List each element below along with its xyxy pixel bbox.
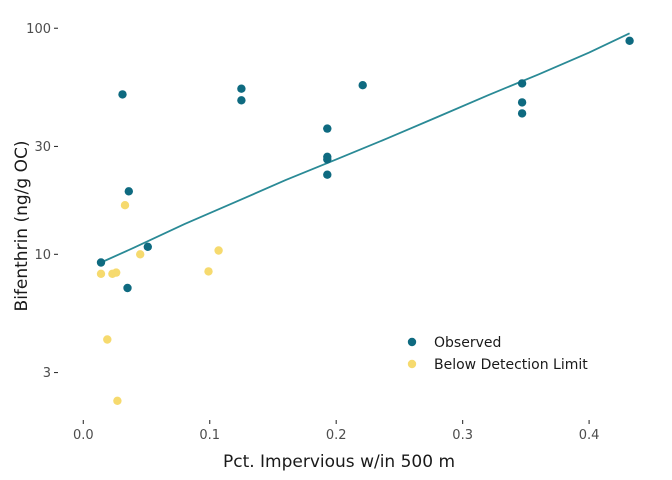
point-observed [143, 242, 152, 251]
x-axis: 0.0 0.1 0.2 0.3 0.4 [73, 420, 599, 443]
point-observed [358, 81, 367, 90]
point-observed [237, 96, 246, 105]
point-below-detection-limit [120, 201, 130, 210]
legend-label-below-detection-limit: Below Detection Limit [434, 357, 588, 373]
point-observed [237, 84, 246, 93]
point-below-detection-limit [96, 269, 106, 278]
point-below-detection-limit [214, 246, 223, 255]
y-tick-label: 10 [34, 248, 51, 263]
x-tick-label: 0.1 [199, 428, 220, 443]
trend-line [100, 32, 630, 264]
y-tick-label: 3 [43, 366, 51, 381]
point-observed [323, 155, 332, 164]
x-tick-label: 0.0 [73, 428, 94, 443]
legend: Observed Below Detection Limit [407, 335, 588, 373]
point-observed [323, 124, 332, 133]
point-below-detection-limit [113, 396, 122, 405]
point-observed [118, 90, 127, 99]
y-tick-label: 30 [34, 140, 51, 155]
point-observed [323, 170, 332, 179]
point-observed [625, 36, 634, 45]
x-tick-label: 0.2 [326, 428, 347, 443]
points-layer [96, 36, 634, 405]
point-observed [123, 283, 132, 293]
point-observed [517, 98, 527, 107]
point-below-detection-limit [204, 267, 213, 276]
point-observed [517, 109, 527, 118]
y-tick-label: 100 [26, 22, 51, 37]
point-observed [96, 258, 106, 267]
legend-label-observed: Observed [434, 335, 501, 351]
x-tick-label: 0.3 [452, 428, 473, 443]
legend-marker-observed [407, 337, 417, 347]
point-below-detection-limit [112, 268, 121, 277]
y-axis-title: Bifenthrin (ng/g OC) [12, 141, 32, 312]
trend-line-layer [100, 32, 630, 264]
x-axis-title: Pct. Impervious w/in 500 m [223, 452, 455, 472]
point-observed [124, 187, 133, 196]
y-axis: 3 10 30 100 [26, 22, 58, 381]
legend-marker-below-detection-limit [407, 359, 417, 369]
x-tick-label: 0.4 [579, 428, 600, 443]
point-below-detection-limit [136, 250, 145, 259]
point-below-detection-limit [103, 335, 112, 344]
point-observed [517, 79, 527, 88]
